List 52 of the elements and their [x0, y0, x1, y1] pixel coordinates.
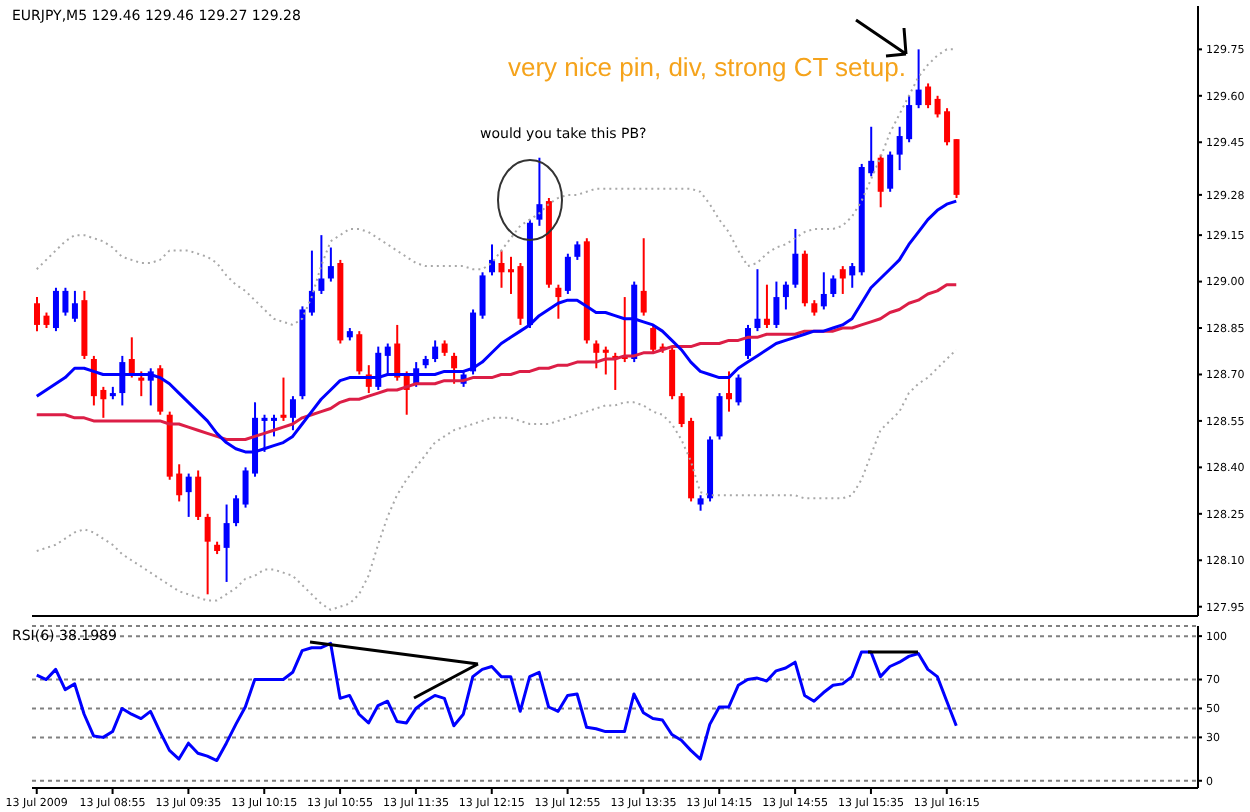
- candlestick: [735, 373, 742, 407]
- candlestick: [204, 512, 211, 596]
- annotation: very nice pin, div, strong CT setup.: [508, 52, 906, 82]
- candlestick: [915, 48, 922, 110]
- candlestick: [849, 262, 856, 289]
- candlestick: [128, 336, 135, 379]
- candlestick: [384, 342, 391, 376]
- candlestick: [820, 271, 827, 311]
- candlestick: [925, 82, 932, 110]
- candlestick: [782, 280, 789, 311]
- candlestick: [119, 354, 126, 407]
- candlestick: [185, 472, 192, 518]
- candlestick: [375, 345, 382, 391]
- candlestick: [754, 268, 761, 333]
- candlestick: [716, 392, 723, 441]
- line-series: [35, 48, 958, 326]
- candlestick: [71, 289, 78, 323]
- candlestick: [318, 234, 325, 295]
- candlestick: [564, 252, 571, 295]
- line-series: [35, 348, 958, 611]
- candlestick: [536, 156, 543, 227]
- candlestick: [270, 413, 277, 438]
- candlestick: [327, 246, 334, 283]
- candlestick: [650, 323, 657, 354]
- candlestick: [763, 283, 770, 330]
- candlestick: [726, 370, 733, 413]
- line-series: [35, 283, 958, 441]
- candlestick: [602, 345, 609, 376]
- candlestick: [451, 351, 458, 385]
- candlestick: [195, 469, 202, 522]
- candlestick: [308, 249, 315, 317]
- line-series: [35, 641, 958, 763]
- candlestick: [792, 227, 799, 289]
- candlestick: [280, 376, 287, 422]
- candlestick: [356, 330, 363, 376]
- candlestick: [839, 265, 846, 295]
- candlestick: [887, 150, 894, 193]
- candlestick: [640, 237, 647, 317]
- candlestick: [223, 503, 230, 583]
- candlestick: [593, 339, 600, 370]
- candlestick: [479, 271, 486, 320]
- candlestick: [877, 153, 884, 209]
- candlestick: [555, 283, 562, 320]
- candlestick: [669, 345, 676, 401]
- candlestick: [233, 494, 240, 528]
- candlestick: [394, 323, 401, 382]
- candlestick: [432, 339, 439, 364]
- candlestick: [289, 395, 296, 432]
- candlestick: [138, 370, 145, 398]
- candlestick: [773, 280, 780, 330]
- candlestick: [830, 274, 837, 299]
- candlestick: [574, 240, 581, 261]
